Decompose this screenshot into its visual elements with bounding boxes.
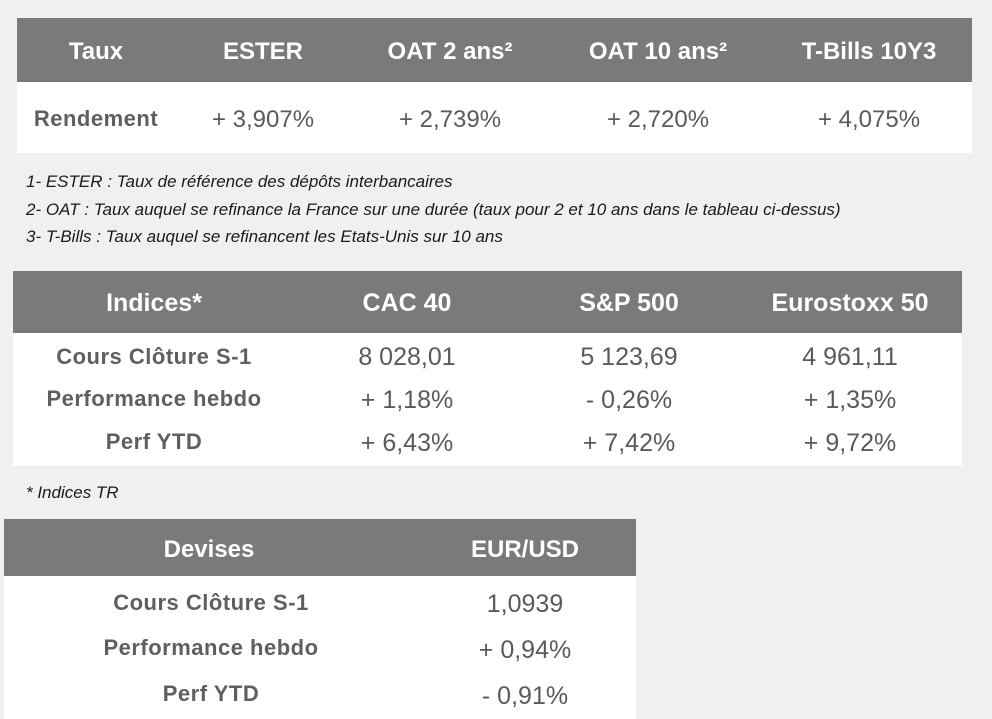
taux-body: Rendement + 3,907% + 2,739% + 2,720% + 4… [17, 82, 972, 153]
devises-cloture-eurusd: 1,0939 [486, 590, 564, 618]
indices-row-label-hebdo: Performance hebdo [46, 386, 262, 411]
indices-hebdo-eurostoxx: + 1,35% [803, 386, 897, 414]
taux-row-label: Rendement [33, 106, 159, 131]
indices-row-label-cloture: Cours Clôture S-1 [56, 344, 252, 369]
taux-value-oat10: + 2,720% [606, 106, 710, 133]
indices-header-row: Indices* CAC 40 S&P 500 Eurostoxx 50 [13, 271, 962, 333]
indices-row-label-ytd: Perf YTD [105, 429, 203, 454]
note-ester: 1- ESTER : Taux de référence des dépôts … [26, 172, 453, 191]
taux-header-row: Taux ESTER OAT 2 ans² OAT 10 ans² T-Bill… [17, 18, 972, 82]
taux-value-ester: + 3,907% [211, 106, 315, 133]
indices-body: Cours Clôture S-1 8 028,01 5 123,69 4 96… [13, 333, 962, 466]
indices-cloture-cac40: 8 028,01 [358, 343, 456, 371]
indices-cloture-sp500: 5 123,69 [580, 343, 678, 371]
indices-hebdo-sp500: - 0,26% [585, 386, 673, 414]
devises-row-label-ytd: Perf YTD [162, 681, 260, 706]
devises-header-eurusd: EUR/USD [470, 536, 580, 563]
taux-value-oat2: + 2,739% [398, 106, 502, 133]
devises-body: Cours Clôture S-1 1,0939 Performance heb… [4, 576, 636, 719]
indices-header-eurostoxx: Eurostoxx 50 [771, 289, 929, 317]
devises-row-label-hebdo: Performance hebdo [103, 635, 319, 660]
indices-ytd-eurostoxx: + 9,72% [803, 429, 897, 457]
taux-header-tbills: T-Bills 10Y3 [801, 38, 937, 65]
indices-cloture-eurostoxx: 4 961,11 [802, 343, 898, 371]
taux-header-ester: ESTER [222, 38, 304, 65]
indices-header-sp500: S&P 500 [579, 289, 679, 317]
devises-header-label: Devises [163, 536, 255, 563]
indices-header-cac40: CAC 40 [362, 289, 452, 317]
taux-header-oat2: OAT 2 ans² [387, 38, 513, 65]
taux-header-taux: Taux [68, 38, 124, 65]
note-oat: 2- OAT : Taux auquel se refinance la Fra… [26, 200, 841, 219]
devises-row-label-cloture: Cours Clôture S-1 [113, 590, 309, 615]
indices-hebdo-cac40: + 1,18% [360, 386, 454, 414]
indices-header-label: Indices* [106, 289, 202, 317]
indices-table: Indices* CAC 40 S&P 500 Eurostoxx 50 Cou… [13, 271, 962, 466]
indices-footnote: * Indices TR [26, 483, 119, 502]
devises-header-row: Devises EUR/USD [4, 519, 636, 576]
indices-ytd-cac40: + 6,43% [360, 429, 454, 457]
taux-table: Taux ESTER OAT 2 ans² OAT 10 ans² T-Bill… [17, 18, 972, 153]
indices-ytd-sp500: + 7,42% [582, 429, 676, 457]
devises-table: Devises EUR/USD Cours Clôture S-1 1,0939… [4, 519, 636, 719]
taux-value-tbills: + 4,075% [817, 106, 921, 133]
taux-header-oat10: OAT 10 ans² [588, 38, 728, 65]
devises-ytd-eurusd: - 0,91% [481, 682, 569, 710]
note-tbills: 3- T-Bills : Taux auquel se refinancent … [26, 227, 503, 246]
devises-hebdo-eurusd: + 0,94% [478, 636, 572, 664]
